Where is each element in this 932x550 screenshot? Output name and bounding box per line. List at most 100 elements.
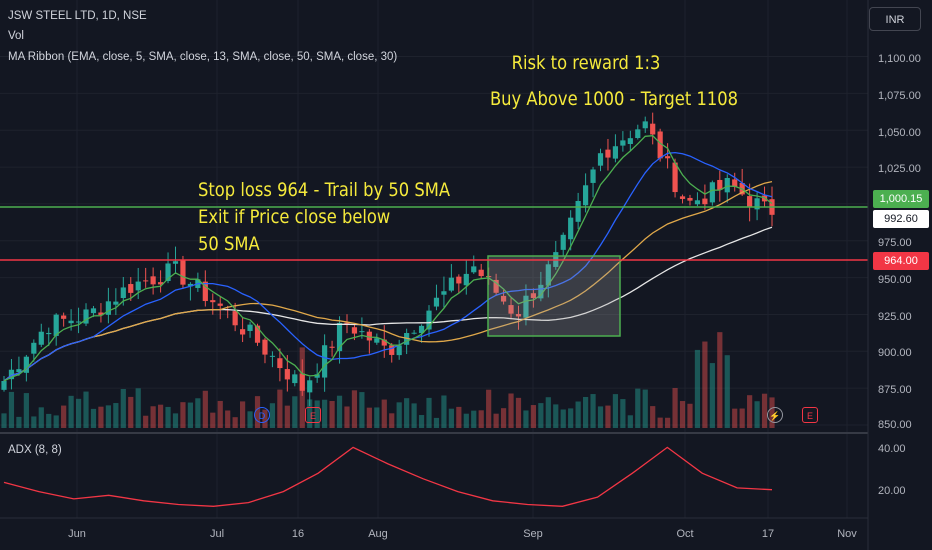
candle [165, 263, 171, 282]
volume-bar [157, 404, 164, 428]
earnings-marker[interactable]: E [305, 407, 321, 423]
volume-bar [23, 393, 29, 428]
split-marker[interactable]: ⚡ [767, 407, 783, 423]
volume-bar [717, 332, 723, 428]
candle [322, 345, 328, 378]
candle [128, 284, 134, 293]
volume-bars [1, 332, 775, 428]
volume-bar [381, 399, 387, 428]
candle [709, 182, 715, 203]
volume-bar [761, 393, 768, 428]
ma-line [3, 180, 773, 382]
candle [747, 196, 753, 207]
volume-bar [269, 403, 276, 428]
volume-bar [135, 388, 141, 428]
volume-bar [627, 415, 633, 428]
volume-bar [113, 403, 119, 428]
candle [23, 356, 29, 373]
volume-bar [545, 397, 551, 428]
volume-bar [463, 413, 469, 428]
candle [68, 320, 74, 324]
volume-bar [336, 395, 343, 428]
candle [31, 342, 37, 354]
earnings-marker-upcoming[interactable]: E [802, 407, 818, 423]
volume-bar [620, 399, 626, 428]
y-tick: 975.00 [878, 237, 912, 249]
volume-bar [292, 396, 298, 428]
volume-bar [225, 410, 231, 428]
grid-lines [0, 0, 868, 518]
currency-button[interactable]: INR [869, 7, 921, 31]
candle [478, 269, 484, 277]
candle [411, 332, 417, 334]
volume-bar [329, 400, 335, 428]
volume-bar [538, 403, 544, 428]
adx-label[interactable]: ADX (8, 8) [8, 444, 62, 456]
candle [665, 156, 671, 159]
candle [336, 322, 343, 352]
candle [508, 305, 514, 314]
volume-bar [657, 417, 663, 428]
candle [754, 198, 760, 210]
volume-bar [16, 416, 22, 428]
symbol-title[interactable]: JSW STEEL LTD, 1D, NSE [8, 10, 147, 22]
volume-bar [46, 413, 52, 428]
candle [359, 331, 365, 333]
volume-bar [217, 400, 223, 428]
candle [575, 200, 581, 222]
volume-bar [232, 417, 238, 428]
volume-bar [314, 400, 320, 428]
candle [210, 300, 216, 303]
volume-bar [1, 413, 7, 428]
volume-bar [560, 409, 566, 428]
candle [381, 339, 387, 346]
candle [366, 331, 372, 341]
stop-loss-note-3: 50 SMA [198, 233, 260, 255]
y-tick: 850.00 [878, 419, 912, 431]
candle [620, 140, 626, 146]
volume-bar [351, 390, 358, 428]
candle [150, 276, 156, 285]
candle [143, 280, 149, 282]
volume-bar [471, 410, 477, 428]
candle [657, 131, 663, 159]
ma-ribbon-label[interactable]: MA Ribbon (EMA, close, 5, SMA, close, 13… [8, 51, 398, 63]
candle [642, 121, 648, 129]
y-tick: 1,050.00 [878, 127, 921, 139]
candle [157, 282, 164, 285]
green-level-tag[interactable]: 1,000.15 [873, 190, 929, 208]
candle [717, 179, 723, 190]
candle [187, 283, 194, 287]
candle [635, 129, 641, 139]
candle [463, 273, 469, 286]
volume-bar [120, 388, 126, 428]
candle [396, 345, 402, 356]
dividend-marker[interactable]: D [254, 407, 270, 423]
adx-y-tick: 40.00 [878, 443, 906, 455]
candle [702, 198, 708, 205]
candle [523, 295, 529, 318]
candle [538, 284, 544, 299]
volume-bar [426, 397, 432, 428]
volume-bar [732, 408, 738, 428]
red-level-tag[interactable]: 964.00 [873, 252, 929, 270]
last-price-tag[interactable]: 992.60 [873, 210, 929, 228]
x-tick: Jun [68, 528, 86, 540]
volume-label[interactable]: Vol [8, 30, 24, 42]
candle [374, 338, 380, 343]
candle [38, 331, 44, 345]
candle [299, 373, 305, 391]
candle [75, 321, 82, 323]
candle [650, 123, 656, 135]
volume-bar [322, 399, 328, 428]
volume-bar [8, 391, 15, 428]
candle [679, 196, 686, 199]
x-tick: Sep [523, 528, 543, 540]
candle [627, 138, 633, 145]
volume-bar [366, 407, 372, 428]
x-tick: Jul [209, 528, 225, 540]
candle [344, 322, 350, 324]
volume-bar [68, 395, 74, 428]
candle [202, 281, 208, 302]
